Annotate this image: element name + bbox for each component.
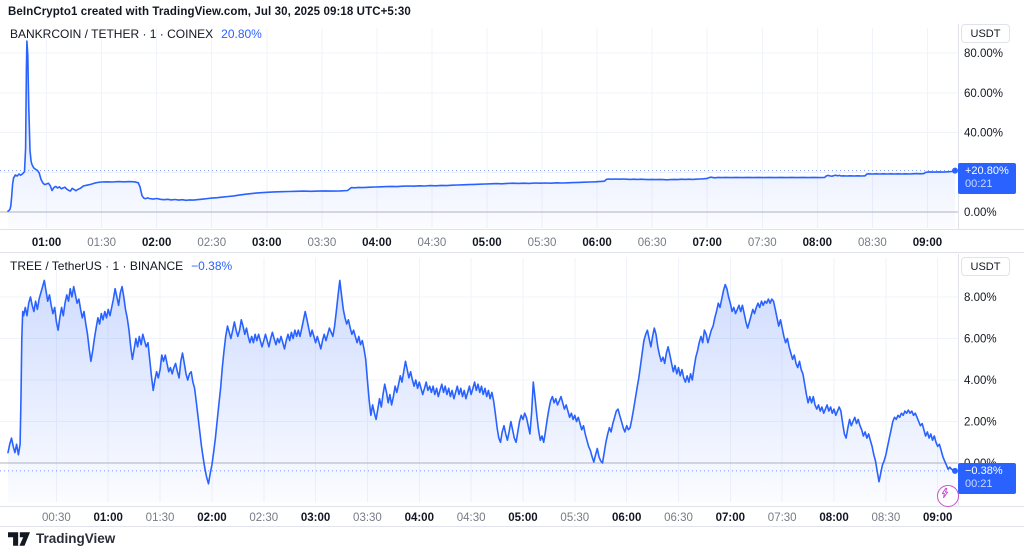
price-line [7,40,956,212]
tradingview-logo-icon [8,531,30,546]
attribution-text: BeInCrypto1 created with TradingView.com… [8,6,411,18]
time-tick-label: 08:00 [819,512,848,524]
time-tick-label: 03:00 [301,512,330,524]
time-tick-label: 00:30 [42,512,71,524]
time-tick-label: 07:30 [748,237,777,249]
time-tick-label: 01:30 [146,512,175,524]
price-tick-label: 80.00% [964,48,1003,60]
chart-legend-top[interactable]: BANKRCOIN / TETHER · 1 · COINEX 20.80% [10,27,262,41]
area-fill [8,280,955,502]
currency-unit-button-top[interactable]: USDT [961,24,1010,43]
flash-boost-button[interactable] [937,485,959,507]
price-tick-label: 8.00% [964,292,997,304]
bar-countdown-bottom: 00:21 [965,477,993,490]
price-tick-label: 40.00% [964,128,1003,140]
time-tick-label: 09:00 [913,237,942,249]
price-tick-label: 4.00% [964,375,997,387]
time-tick-label: 03:30 [353,512,382,524]
price-tick-label: 0.00% [964,207,997,219]
time-tick-label: 01:30 [87,237,116,249]
time-tick-label: 07:30 [768,512,797,524]
flash-boost-icon [941,487,949,499]
time-tick-label: 02:30 [197,237,226,249]
time-tick-label: 04:00 [362,237,391,249]
last-price-dot [952,167,958,174]
time-tick-label: 06:00 [582,237,611,249]
last-price-badge-top: +20.80% 00:21 [958,162,1016,194]
time-tick-label: 07:00 [716,512,745,524]
time-tick-label: 01:00 [32,237,61,249]
time-tick-label: 01:00 [94,512,123,524]
last-price-value-bottom: −0.38% [965,464,1003,477]
last-price-value-top: +20.80% [965,164,1009,177]
price-line [7,279,956,485]
area-fill [8,41,955,228]
price-tick-label: 2.00% [964,417,997,429]
time-tick-label: 04:30 [457,512,486,524]
chart-panel-top: 01:00 01:30 02:00 02:30 03:00 03:30 04:00 04:30… [0,24,1024,254]
chart-legend-bottom[interactable]: TREE / TetherUS · 1 · BINANCE −0.38% [10,259,232,273]
time-tick-label: 03:00 [252,237,281,249]
chart-panel-bottom: 00:30 01:00 01:30 02:00 02:30 03:00 03:30 04:00… [0,254,1024,528]
last-price-badge-bottom: −0.38% 00:21 [958,462,1016,494]
price-chart-bottom[interactable]: 00:30 01:00 01:30 02:00 02:30 03:00 03:30 04:00… [0,254,1024,528]
time-tick-label: 04:30 [418,237,447,249]
price-tick-label: 60.00% [964,88,1003,100]
price-chart-top[interactable]: 01:00 01:30 02:00 02:30 03:00 03:30 04:00 04:30… [0,24,1024,254]
time-tick-label: 08:30 [871,512,900,524]
time-tick-label: 06:30 [664,512,693,524]
time-tick-label: 05:30 [528,237,557,249]
symbol-title-top: BANKRCOIN / TETHER · 1 · COINEX [10,27,214,41]
time-tick-label: 05:00 [508,512,537,524]
time-tick-label: 02:00 [197,512,226,524]
time-tick-label: 06:00 [612,512,641,524]
symbol-title-bottom: TREE / TetherUS · 1 · BINANCE [10,259,184,273]
time-tick-label: 02:00 [142,237,171,249]
change-percent-top: 20.80% [221,27,262,41]
time-tick-label: 04:00 [405,512,434,524]
time-tick-label: 05:00 [472,237,501,249]
bar-countdown-top: 00:21 [965,177,993,190]
price-tick-label: 6.00% [964,334,997,346]
time-tick-label: 09:00 [923,512,952,524]
currency-unit-button-bottom[interactable]: USDT [961,257,1010,276]
time-tick-label: 07:00 [693,237,722,249]
time-tick-label: 08:30 [858,237,887,249]
time-tick-label: 06:30 [638,237,667,249]
time-tick-label: 08:00 [803,237,832,249]
time-tick-label: 02:30 [249,512,278,524]
change-percent-bottom: −0.38% [191,259,233,273]
last-price-dot [952,467,958,474]
tradingview-footer-link[interactable]: TradingView [8,531,115,546]
time-tick-label: 05:30 [560,512,589,524]
time-tick-label: 03:30 [307,237,336,249]
tradingview-brand-text: TradingView [36,531,116,546]
